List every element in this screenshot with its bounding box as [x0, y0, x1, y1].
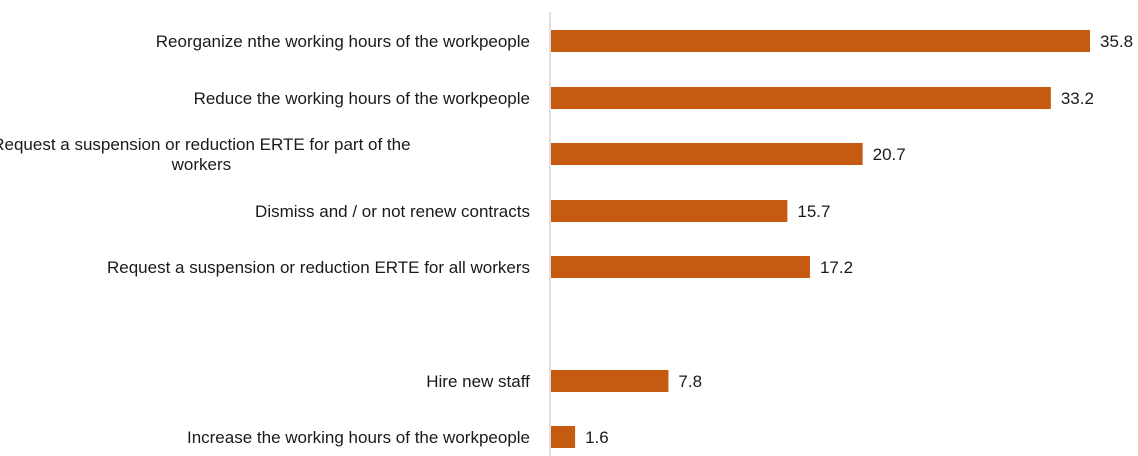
- category-label: Dismiss and / or not renew contracts: [255, 202, 530, 221]
- category-label: Request a suspension or reduction ERTE f…: [107, 258, 530, 277]
- value-label: 15.7: [797, 202, 830, 221]
- value-label: 33.2: [1061, 89, 1094, 108]
- category-label: Reorganize nthe working hours of the wor…: [156, 32, 530, 51]
- bar: [551, 370, 669, 392]
- category-label: Reduce the working hours of the workpeop…: [194, 89, 530, 108]
- category-label: Request a suspension or reduction ERTE f…: [0, 135, 411, 174]
- value-label: 35.8: [1100, 32, 1133, 51]
- value-label: 1.6: [585, 428, 609, 447]
- value-label: 17.2: [820, 258, 853, 277]
- bar: [551, 30, 1090, 52]
- value-labels: 35.8 33.2 20.7 15.7 17.2 7.8 1.6: [585, 32, 1133, 447]
- bar: [551, 143, 863, 165]
- category-label: Hire new staff: [426, 372, 530, 391]
- value-label: 20.7: [873, 145, 906, 164]
- bar: [551, 87, 1051, 109]
- bars-group: [551, 30, 1090, 448]
- value-label: 7.8: [678, 372, 702, 391]
- bar: [551, 200, 788, 222]
- bar: [551, 256, 810, 278]
- bar: [551, 426, 576, 448]
- category-labels: Reorganize nthe working hours of the wor…: [0, 32, 530, 447]
- category-label: Increase the working hours of the workpe…: [187, 428, 530, 447]
